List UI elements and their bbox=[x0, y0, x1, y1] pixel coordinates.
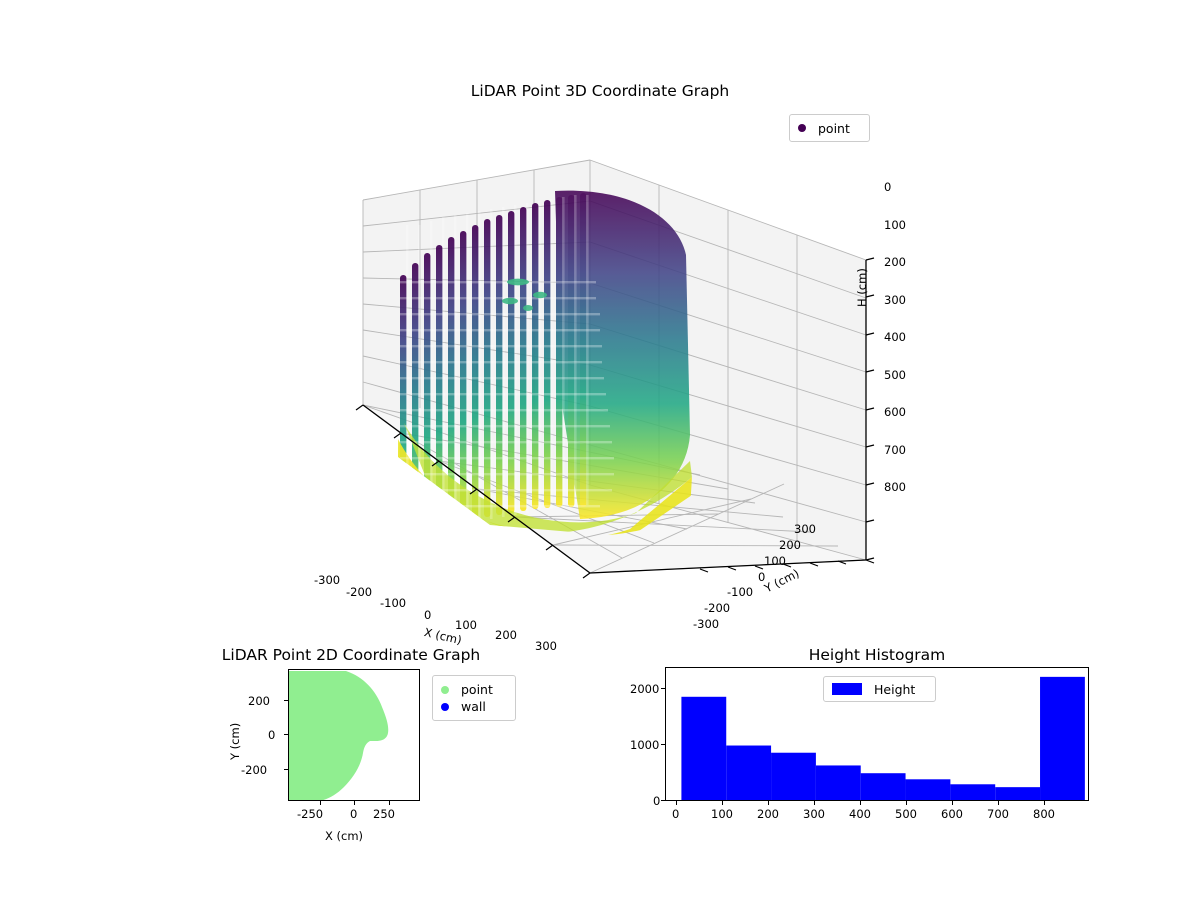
plot3d-xtick-1: -200 bbox=[346, 585, 373, 599]
hist-xtick-mark-5 bbox=[906, 801, 907, 805]
hist-xtick-mark-2 bbox=[768, 801, 769, 805]
histogram-bar bbox=[905, 779, 951, 800]
hist-ytick-mark-2 bbox=[661, 688, 665, 689]
plot3d-ztick-3: 300 bbox=[884, 293, 906, 307]
plot2d-legend[interactable]: point wall bbox=[432, 675, 516, 721]
hist-ytick-mark-0 bbox=[661, 800, 665, 801]
histogram-legend[interactable]: Height bbox=[823, 676, 936, 702]
plot3d-ytick-2: -100 bbox=[727, 585, 754, 599]
histogram-svg bbox=[681, 676, 1085, 800]
plot2d-ytick-mark-2 bbox=[284, 769, 288, 770]
hist-xtick-6: 600 bbox=[941, 807, 963, 821]
plot2d-xtick-mark-1 bbox=[354, 801, 355, 805]
plot3d-ztick-2: 200 bbox=[884, 255, 906, 269]
plot2d-xtick-0: -250 bbox=[297, 807, 324, 821]
plot3d-ztick-5: 500 bbox=[884, 368, 906, 382]
histogram-bar bbox=[860, 773, 906, 800]
plot2d-ytick-1: 0 bbox=[268, 728, 276, 742]
plot3d-ytick-4: 100 bbox=[764, 554, 786, 568]
plot3d-xtick-6: 300 bbox=[535, 639, 557, 653]
point-marker-icon bbox=[798, 124, 806, 132]
histogram-bar bbox=[950, 784, 996, 800]
plot3d-title: LiDAR Point 3D Coordinate Graph bbox=[470, 82, 730, 100]
plot3d-xtick-3: 0 bbox=[424, 608, 432, 622]
plot3d-ytick-1: -200 bbox=[704, 601, 731, 615]
plot2d-ytick-2: -200 bbox=[241, 763, 268, 777]
hist-ytick-2: 2000 bbox=[630, 682, 660, 696]
histogram-title: Height Histogram bbox=[808, 646, 946, 664]
plot2d-ytick-mark-1 bbox=[284, 734, 288, 735]
histogram-legend-label-height: Height bbox=[874, 681, 916, 697]
histogram-axes[interactable] bbox=[665, 667, 1089, 801]
hist-xtick-mark-7 bbox=[998, 801, 999, 805]
histogram-bar bbox=[1040, 676, 1085, 800]
height-bar-swatch-icon bbox=[832, 683, 862, 695]
plot3d-ztick-4: 400 bbox=[884, 330, 906, 344]
hist-xtick-8: 800 bbox=[1033, 807, 1055, 821]
plot2d-xtick-mark-0 bbox=[320, 801, 321, 805]
plot3d-ytick-6: 300 bbox=[794, 522, 816, 536]
hist-xtick-5: 500 bbox=[895, 807, 917, 821]
hist-xtick-mark-8 bbox=[1044, 801, 1045, 805]
plot3d-ytick-5: 200 bbox=[779, 538, 801, 552]
plot2d-legend-item-point[interactable]: point bbox=[441, 681, 507, 698]
plot2d-ytick-0: 200 bbox=[248, 694, 270, 708]
plot3d-ztick-8: 800 bbox=[884, 480, 906, 494]
histogram-bar bbox=[771, 752, 816, 800]
hist-xtick-7: 700 bbox=[987, 807, 1009, 821]
hist-ytick-mark-1 bbox=[661, 744, 665, 745]
plot3d-zaxis-label: H (cm) bbox=[855, 268, 869, 307]
hist-xtick-mark-0 bbox=[676, 801, 677, 805]
histogram-legend-item-height[interactable]: Height bbox=[832, 681, 927, 697]
histogram-bar bbox=[995, 787, 1041, 800]
histogram-bar bbox=[681, 696, 727, 800]
hist-ytick-0: 0 bbox=[653, 794, 661, 808]
plot3d-ytick-0: -300 bbox=[693, 617, 720, 631]
plot3d-ztick-0: 0 bbox=[884, 180, 892, 194]
hist-xtick-4: 400 bbox=[849, 807, 871, 821]
plot3d-axes[interactable] bbox=[300, 105, 920, 665]
plot3d-ytick-3: 0 bbox=[758, 570, 766, 584]
plot3d-ztick-7: 700 bbox=[884, 443, 906, 457]
plot2d-yaxis-label: Y (cm) bbox=[228, 722, 242, 760]
histogram-bar bbox=[815, 765, 861, 800]
plot2d-axes[interactable] bbox=[288, 669, 420, 801]
hist-xtick-0: 0 bbox=[672, 807, 680, 821]
plot3d-ztick-6: 600 bbox=[884, 405, 906, 419]
plot2d-xtick-1: 0 bbox=[350, 807, 358, 821]
hist-xtick-1: 100 bbox=[711, 807, 733, 821]
plot2d-title: LiDAR Point 2D Coordinate Graph bbox=[221, 646, 481, 664]
plot3d-xtick-4: 100 bbox=[455, 618, 477, 632]
plot3d-xtick-5: 200 bbox=[495, 628, 517, 642]
plot3d-tickmarks bbox=[355, 257, 875, 579]
histogram-bar bbox=[726, 745, 772, 800]
plot2d-xtick-mark-2 bbox=[389, 801, 390, 805]
plot3d-svg bbox=[355, 159, 875, 579]
plot2d-xtick-2: 250 bbox=[373, 807, 395, 821]
plot2d-xaxis-label: X (cm) bbox=[325, 829, 364, 843]
plot3d-xtick-2: -100 bbox=[380, 596, 407, 610]
plot3d-legend-label-point: point bbox=[818, 120, 850, 136]
plot2d-legend-label-wall: wall bbox=[461, 699, 486, 714]
plot2d-point-cloud bbox=[289, 671, 389, 800]
hist-xtick-mark-4 bbox=[860, 801, 861, 805]
hist-xtick-3: 300 bbox=[803, 807, 825, 821]
histogram-bars bbox=[681, 676, 1085, 800]
point-marker-icon bbox=[441, 685, 449, 694]
hist-xtick-mark-6 bbox=[952, 801, 953, 805]
plot2d-legend-item-wall[interactable]: wall bbox=[441, 698, 507, 715]
plot3d-legend-item-point[interactable]: point bbox=[798, 120, 861, 136]
plot3d-xtick-0: -300 bbox=[314, 573, 341, 587]
hist-xtick-2: 200 bbox=[757, 807, 779, 821]
hist-xtick-mark-1 bbox=[722, 801, 723, 805]
plot3d-ztick-1: 100 bbox=[884, 218, 906, 232]
plot2d-svg bbox=[289, 671, 389, 800]
wall-marker-icon bbox=[441, 702, 449, 711]
plot3d-legend[interactable]: point bbox=[789, 114, 870, 142]
plot2d-ytick-mark-0 bbox=[284, 700, 288, 701]
plot2d-legend-label-point: point bbox=[461, 682, 493, 697]
hist-xtick-mark-3 bbox=[814, 801, 815, 805]
hist-ytick-1: 1000 bbox=[630, 738, 660, 752]
